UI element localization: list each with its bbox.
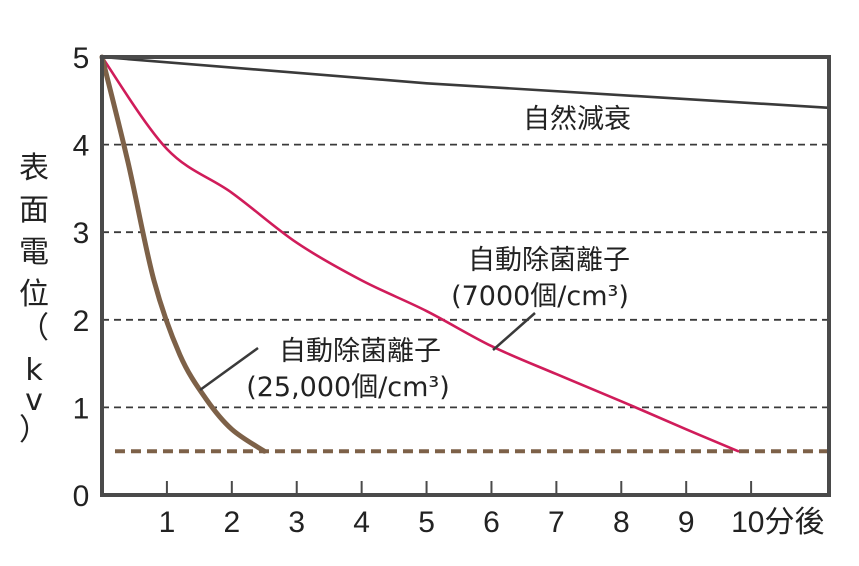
y-tick-label-3: 3 bbox=[73, 217, 90, 250]
annotation-natural-decay: 自然減衰 bbox=[523, 104, 631, 135]
x-tick-label-10: 10分後 bbox=[731, 506, 824, 539]
plot-frame bbox=[100, 55, 831, 497]
annotation-25000-line1: 自動除菌離子 bbox=[279, 336, 441, 367]
x-axis: 1 2 3 4 5 6 7 8 9 10分後 bbox=[159, 481, 824, 539]
x-tick-label-7: 7 bbox=[548, 506, 565, 539]
y-axis-label-char: 表 bbox=[19, 151, 49, 186]
y-tick-label-5: 5 bbox=[73, 42, 90, 75]
annotation-7000-leader bbox=[492, 312, 536, 351]
x-tick-label-5: 5 bbox=[418, 506, 435, 539]
series-group bbox=[99, 54, 831, 454]
annotation-7000-line2: (7000個/cm³) bbox=[451, 281, 629, 312]
y-axis-label-char: 電 bbox=[19, 235, 49, 270]
x-tick-label-4: 4 bbox=[353, 506, 370, 539]
annotation-25000-line2: (25,000個/cm³) bbox=[246, 372, 450, 403]
y-axis-label-char: k bbox=[25, 353, 43, 388]
natural-decay-line bbox=[100, 55, 831, 110]
grid-lines bbox=[102, 143, 829, 454]
y-axis-label-char: 位 bbox=[19, 277, 49, 312]
y-tick-label-1: 1 bbox=[73, 392, 90, 425]
y-axis-label-text: 表面電位（ k v） bbox=[19, 151, 49, 448]
x-tick-label-1: 1 bbox=[159, 506, 176, 539]
y-axis-label-char: v bbox=[25, 383, 43, 418]
annotation-25000-leader bbox=[199, 346, 259, 392]
annotation-7000-line1: 自動除菌離子 bbox=[468, 245, 630, 276]
x-tick-label-9: 9 bbox=[678, 506, 695, 539]
y-axis-label-char: （ bbox=[19, 311, 49, 346]
ion-25000-line bbox=[99, 54, 267, 454]
y-axis-label-char: ） bbox=[19, 413, 49, 448]
y-axis-label: 表面電位（ k v） bbox=[19, 151, 49, 448]
y-tick-label-4: 4 bbox=[73, 130, 90, 163]
x-tick-label-2: 2 bbox=[223, 506, 240, 539]
y-tick-label-0: 0 bbox=[73, 480, 90, 513]
x-tick-label-6: 6 bbox=[483, 506, 500, 539]
x-tick-label-3: 3 bbox=[288, 506, 305, 539]
ion-7000-line bbox=[100, 55, 740, 453]
y-axis: 0 1 2 3 4 5 bbox=[73, 42, 90, 513]
y-tick-label-2: 2 bbox=[73, 305, 90, 338]
x-tick-label-8: 8 bbox=[613, 506, 630, 539]
y-axis-label-char: 面 bbox=[19, 193, 49, 228]
